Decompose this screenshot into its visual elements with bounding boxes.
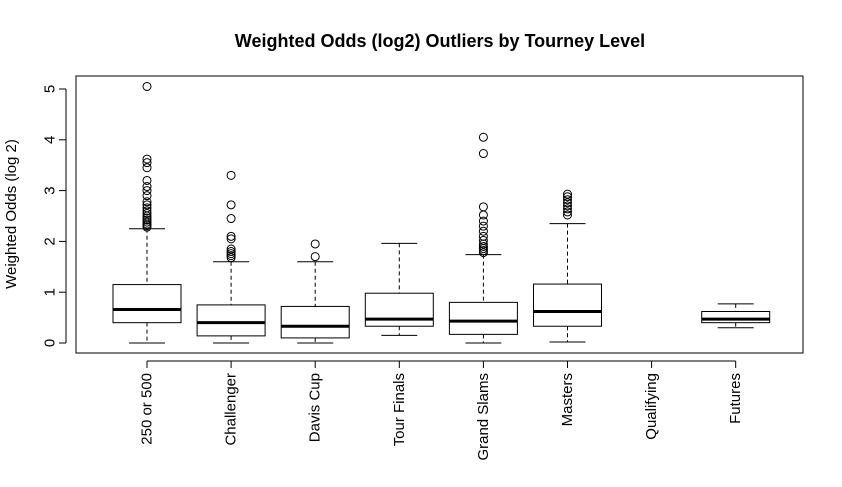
outlier-point — [478, 202, 488, 212]
outlier-point — [142, 81, 152, 91]
outlier-point — [226, 231, 236, 241]
outlier-point — [478, 235, 488, 245]
outlier-point — [142, 163, 152, 173]
outlier-point — [563, 189, 572, 199]
box-tour-finals — [364, 242, 434, 336]
y-tick-label: 5 — [42, 85, 59, 93]
outlier-point — [563, 192, 572, 202]
outlier-point — [226, 247, 236, 257]
box-challenger — [196, 170, 266, 344]
y-tick-label: 3 — [42, 186, 59, 194]
outlier-point — [563, 210, 572, 220]
outlier-point — [142, 182, 152, 192]
box-grand-slams — [448, 132, 518, 344]
outlier-point — [563, 204, 572, 214]
x-tick-label: Grand Slams — [475, 373, 492, 461]
outlier-point — [478, 216, 488, 226]
x-tick-label: Davis Cup — [307, 373, 324, 442]
outlier-point — [478, 132, 488, 142]
y-tick-label: 4 — [42, 136, 59, 144]
outlier-point — [478, 231, 488, 241]
box-davis-cup — [280, 239, 350, 344]
plot-frame — [75, 75, 804, 354]
outlier-point — [142, 186, 152, 196]
outlier-point — [142, 197, 152, 207]
outlier-point — [226, 200, 236, 210]
outlier-point — [478, 210, 488, 220]
outlier-point — [310, 239, 320, 249]
outlier-point — [142, 206, 152, 216]
outlier-point — [142, 208, 152, 218]
outlier-point — [563, 207, 572, 217]
outlier-point — [142, 175, 152, 185]
y-axis-label: Weighted Odds (log 2) — [3, 139, 20, 289]
outlier-point — [478, 221, 488, 231]
outlier-point — [142, 154, 152, 164]
outlier-point — [142, 191, 152, 201]
iqr-box — [448, 301, 518, 335]
outlier-point — [563, 198, 572, 208]
box-250-or-500 — [112, 81, 182, 344]
outlier-point — [142, 203, 152, 213]
outlier-point — [142, 158, 152, 168]
outlier-point — [478, 241, 488, 251]
iqr-box — [364, 292, 434, 327]
x-tick-label: Qualifying — [643, 373, 660, 440]
iqr-box — [701, 311, 771, 324]
x-tick-label: 250 or 500 — [139, 373, 156, 445]
outlier-point — [226, 170, 236, 180]
boxes-layer — [112, 81, 771, 344]
y-tick-label: 2 — [42, 237, 59, 245]
outlier-point — [563, 195, 572, 205]
outlier-point — [310, 252, 320, 262]
box-masters — [533, 189, 602, 343]
box-futures — [701, 303, 771, 329]
chart-title: Weighted Odds (log2) Outliers by Tourney… — [235, 31, 645, 51]
outlier-point — [226, 234, 236, 244]
y-tick-label: 0 — [42, 339, 59, 347]
x-tick-label: Challenger — [223, 373, 240, 446]
iqr-box — [533, 283, 602, 327]
iqr-box — [280, 305, 350, 339]
y-axis: 0 1 2 3 4 5 — [42, 85, 67, 347]
outlier-point — [563, 201, 572, 211]
outlier-point — [478, 226, 488, 236]
outlier-point — [478, 149, 488, 159]
y-tick-label: 1 — [42, 288, 59, 296]
iqr-box — [196, 304, 266, 337]
outlier-point — [142, 200, 152, 210]
outlier-point — [226, 244, 236, 254]
x-axis: 250 or 500 Challenger Davis Cup Tour Finals… — [139, 360, 744, 461]
x-tick-label: Futures — [727, 373, 744, 424]
x-tick-label: Masters — [559, 373, 576, 426]
outlier-point — [226, 214, 236, 224]
iqr-box — [112, 284, 182, 324]
x-tick-label: Tour Finals — [391, 373, 408, 446]
